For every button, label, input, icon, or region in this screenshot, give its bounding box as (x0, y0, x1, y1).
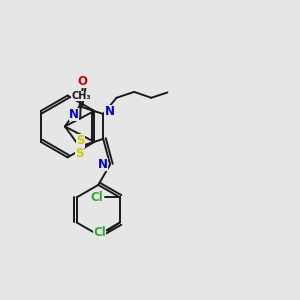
Text: S: S (75, 147, 83, 160)
Text: CH₃: CH₃ (71, 91, 91, 101)
Text: N: N (104, 105, 114, 118)
Text: Cl: Cl (93, 226, 106, 239)
Text: N: N (98, 158, 108, 171)
Text: S: S (76, 134, 85, 148)
Text: Cl: Cl (91, 191, 103, 204)
Text: O: O (78, 75, 88, 88)
Text: N: N (69, 108, 79, 122)
